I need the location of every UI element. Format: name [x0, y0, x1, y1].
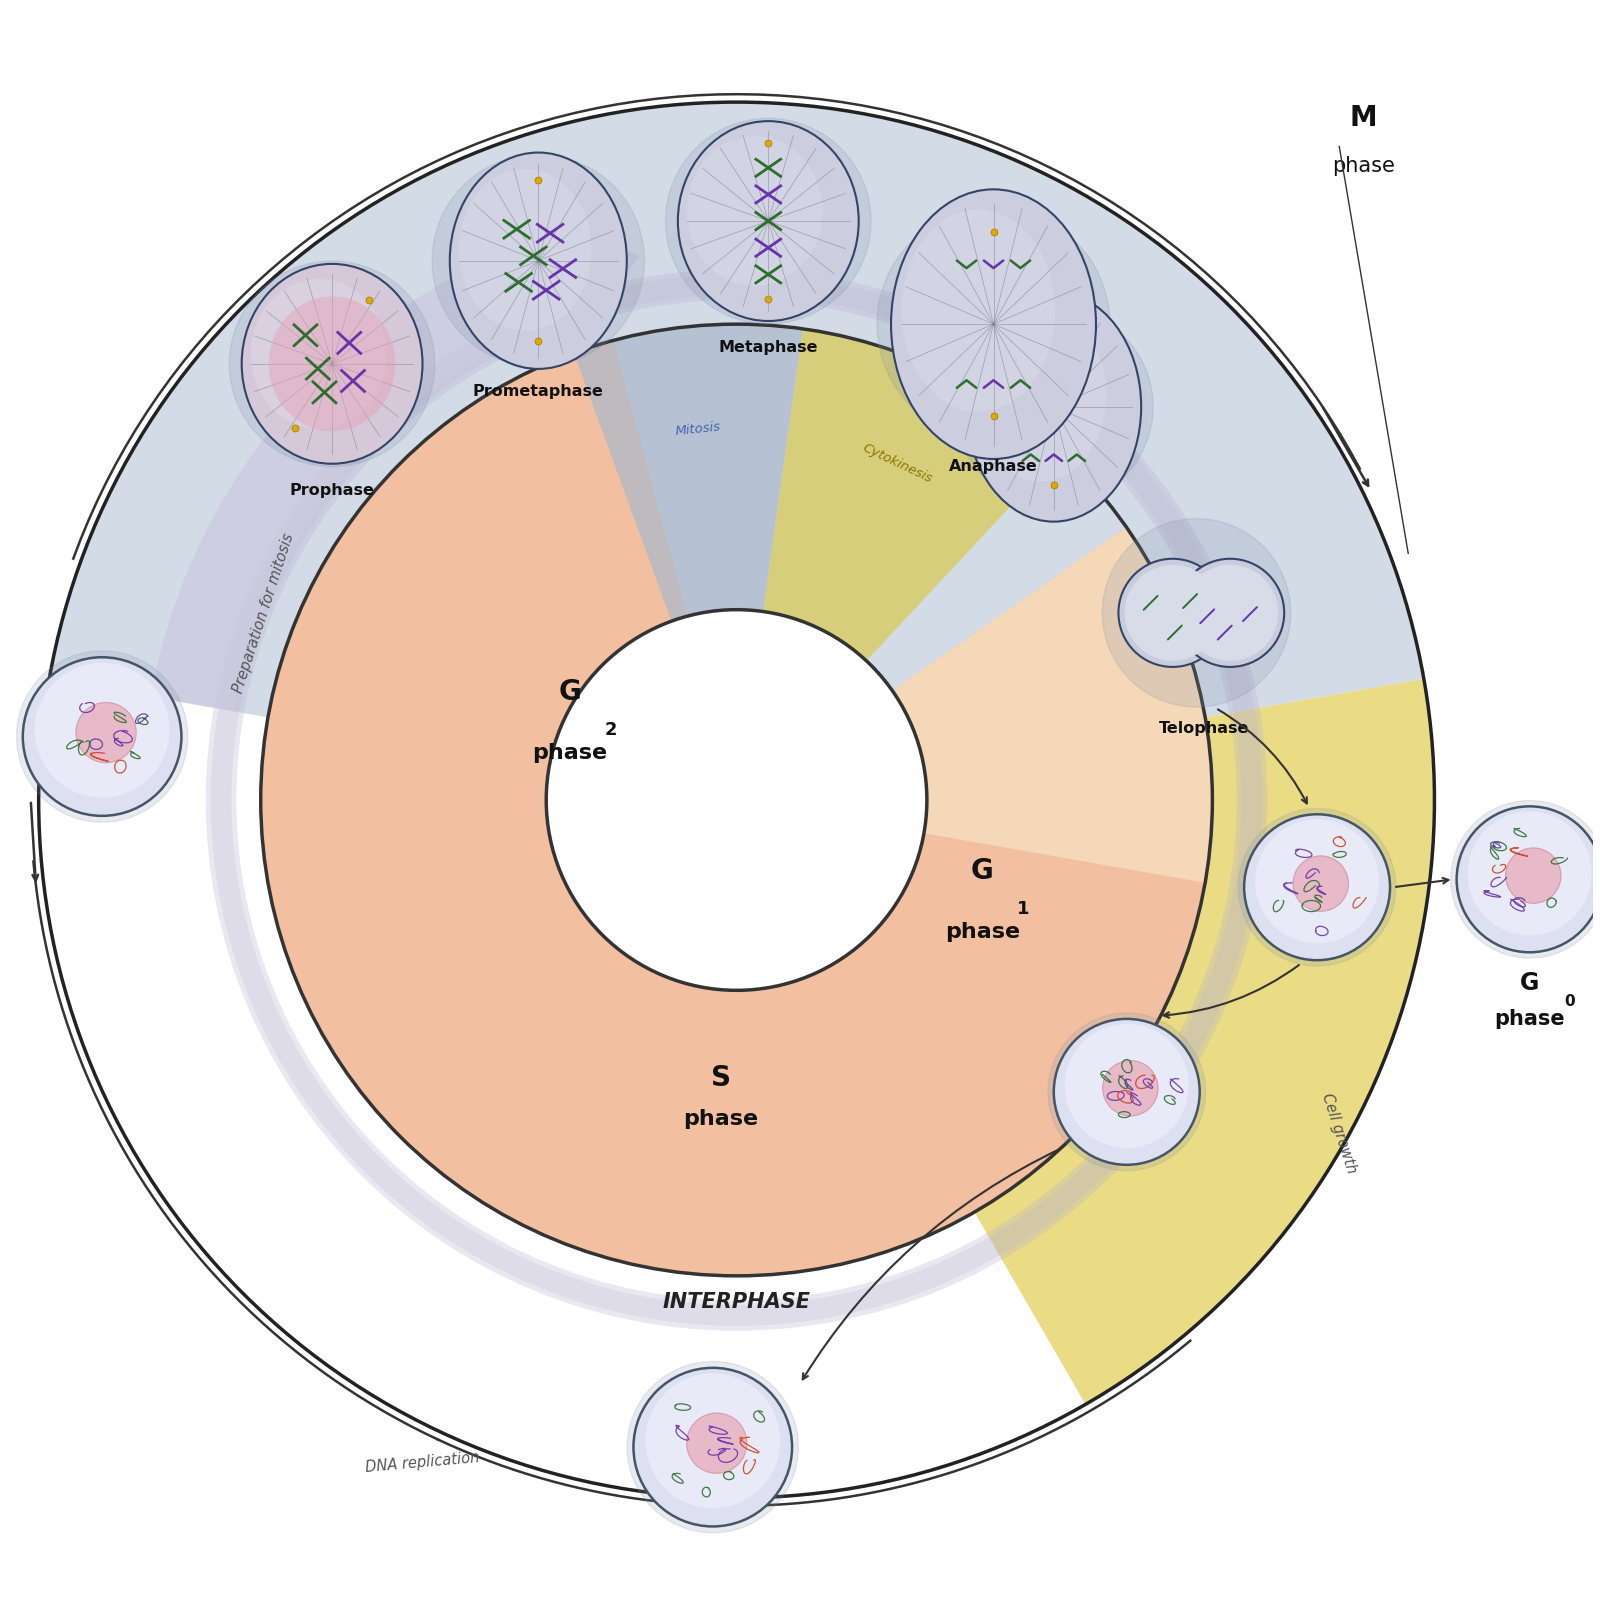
Text: M: M	[1349, 104, 1378, 131]
Text: Mitosis: Mitosis	[674, 421, 722, 438]
Wedge shape	[736, 526, 1213, 883]
Ellipse shape	[450, 152, 627, 370]
Circle shape	[16, 651, 187, 822]
Circle shape	[1064, 1024, 1189, 1149]
Circle shape	[634, 1368, 792, 1526]
Ellipse shape	[459, 168, 592, 331]
Text: Telophase: Telophase	[1160, 720, 1250, 736]
Circle shape	[546, 610, 926, 990]
Text: phase: phase	[1331, 155, 1395, 176]
Circle shape	[877, 208, 1110, 440]
Polygon shape	[150, 234, 579, 712]
Circle shape	[1451, 800, 1600, 958]
Wedge shape	[736, 678, 1434, 1403]
Text: S: S	[710, 1064, 731, 1091]
Text: Anaphase: Anaphase	[949, 459, 1038, 474]
Wedge shape	[51, 104, 1422, 800]
Circle shape	[1102, 1061, 1158, 1115]
Circle shape	[229, 261, 435, 467]
Ellipse shape	[678, 122, 859, 322]
Polygon shape	[549, 222, 640, 326]
Ellipse shape	[686, 136, 822, 286]
Wedge shape	[736, 328, 1061, 800]
Wedge shape	[261, 341, 1213, 1275]
Circle shape	[22, 658, 181, 816]
Circle shape	[686, 1413, 747, 1474]
Ellipse shape	[242, 264, 422, 464]
Text: G: G	[1520, 971, 1539, 995]
Text: INTERPHASE: INTERPHASE	[662, 1291, 811, 1312]
Wedge shape	[574, 325, 803, 800]
Ellipse shape	[966, 291, 1141, 522]
Circle shape	[1054, 1019, 1200, 1165]
Circle shape	[1467, 811, 1592, 936]
Circle shape	[1118, 558, 1227, 667]
Circle shape	[1293, 856, 1349, 912]
Text: Cytokinesis: Cytokinesis	[861, 442, 934, 486]
Circle shape	[1506, 848, 1562, 904]
Circle shape	[1238, 808, 1395, 966]
Ellipse shape	[269, 296, 395, 432]
Text: 2: 2	[605, 720, 618, 739]
Circle shape	[1176, 558, 1285, 667]
Text: DNA replication: DNA replication	[365, 1451, 480, 1475]
Text: Prophase: Prophase	[290, 483, 374, 498]
Ellipse shape	[901, 210, 1054, 411]
Circle shape	[955, 307, 1154, 506]
Ellipse shape	[251, 278, 386, 429]
Ellipse shape	[891, 189, 1096, 459]
Text: Metaphase: Metaphase	[718, 341, 818, 355]
Circle shape	[1254, 819, 1379, 944]
Circle shape	[432, 155, 645, 366]
Text: phase: phase	[533, 742, 608, 763]
Text: Cell growth: Cell growth	[1320, 1091, 1360, 1174]
Text: phase: phase	[1494, 1010, 1565, 1029]
Circle shape	[645, 1373, 781, 1509]
Text: G: G	[558, 678, 581, 706]
Text: phase: phase	[946, 922, 1019, 942]
Circle shape	[1048, 1013, 1205, 1171]
Text: Prometaphase: Prometaphase	[474, 384, 603, 400]
Ellipse shape	[974, 309, 1106, 482]
Text: G: G	[971, 858, 994, 885]
Circle shape	[1456, 806, 1600, 952]
Text: Preparation for mitosis: Preparation for mitosis	[230, 531, 298, 694]
Circle shape	[1125, 565, 1221, 661]
Text: phase: phase	[683, 1109, 758, 1130]
Circle shape	[75, 702, 136, 763]
Circle shape	[666, 118, 870, 323]
Circle shape	[1182, 565, 1278, 661]
Circle shape	[627, 1362, 798, 1533]
Wedge shape	[736, 717, 1213, 883]
Circle shape	[1102, 518, 1291, 707]
Circle shape	[1245, 814, 1390, 960]
Circle shape	[35, 662, 170, 798]
Text: 1: 1	[1018, 899, 1030, 918]
Text: 0: 0	[1565, 994, 1574, 1008]
